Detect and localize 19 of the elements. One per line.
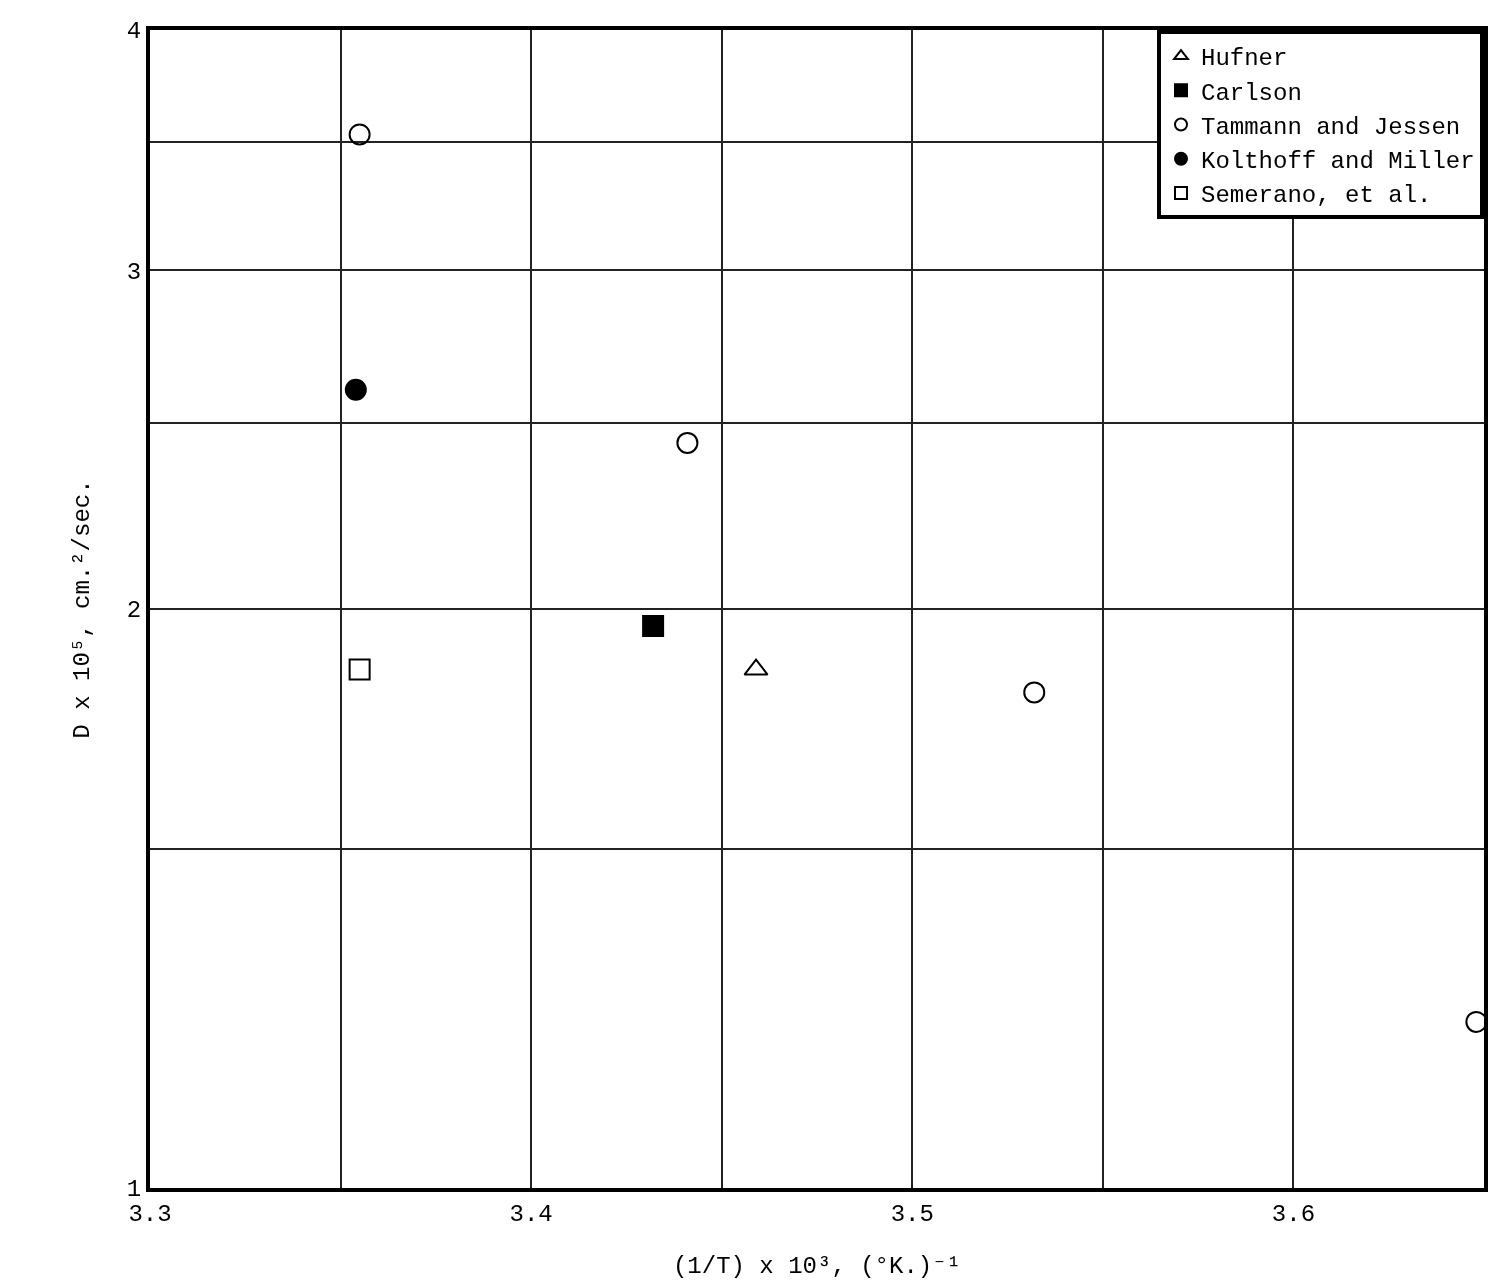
legend-label: Carlson — [1201, 79, 1302, 107]
x-tick-label: 3.4 — [509, 1200, 553, 1228]
legend-label: Semerano, et al. — [1201, 182, 1432, 210]
x-axis-title: (1/T) x 10³, (°K.)⁻¹ — [672, 1253, 962, 1280]
point — [348, 123, 371, 146]
point — [676, 431, 699, 454]
legend-label: Hufner — [1201, 45, 1288, 73]
legend-label: Tammann and Jessen — [1201, 113, 1461, 141]
point — [1023, 681, 1046, 704]
y-tick-label: 3 — [126, 258, 142, 286]
legend-label: Kolthoff and Miller — [1201, 148, 1475, 176]
x-tick-label: 3.5 — [890, 1200, 934, 1228]
x-tick-label: 3.6 — [1271, 1200, 1316, 1228]
point — [348, 658, 371, 681]
point — [642, 614, 665, 637]
y-axis-title: D x 10⁵, cm.²/sec. — [69, 479, 96, 739]
y-tick-label: 4 — [126, 18, 142, 46]
point — [344, 378, 367, 401]
y-tick-label: 2 — [126, 597, 142, 625]
